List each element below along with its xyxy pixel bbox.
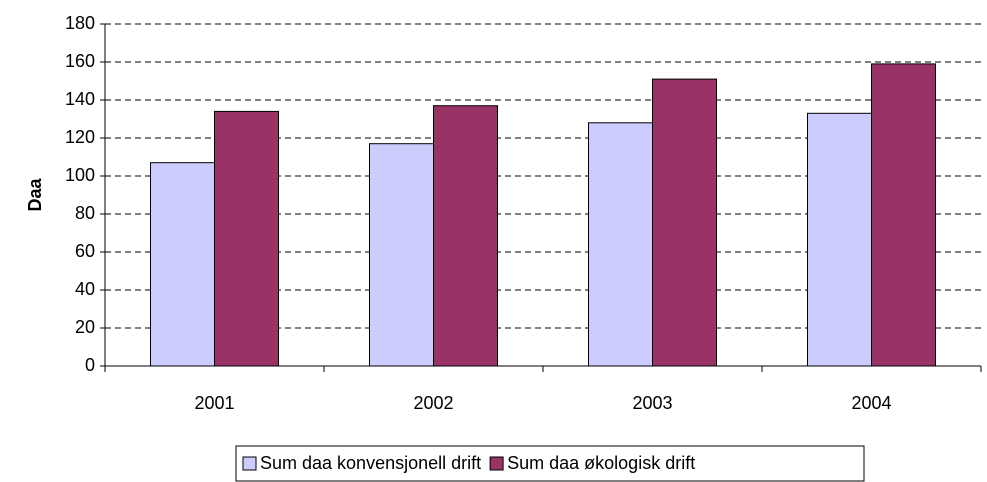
y-tick-label: 180 bbox=[65, 13, 95, 33]
bar bbox=[807, 112, 872, 367]
legend-swatch bbox=[242, 456, 257, 471]
y-tick-label: 140 bbox=[65, 89, 95, 109]
y-tick-label: 120 bbox=[65, 127, 95, 147]
bar bbox=[214, 110, 279, 367]
y-tick-label: 40 bbox=[75, 279, 95, 299]
legend-label: Sum daa økologisk drift bbox=[507, 453, 695, 473]
x-tick-label: 2001 bbox=[194, 393, 234, 413]
bar bbox=[871, 63, 936, 367]
legend-label: Sum daa konvensjonell drift bbox=[260, 453, 481, 473]
x-tick-label: 2002 bbox=[413, 393, 453, 413]
x-tick-label: 2003 bbox=[632, 393, 672, 413]
bar bbox=[369, 143, 434, 367]
y-tick-label: 60 bbox=[75, 241, 95, 261]
y-tick-label: 0 bbox=[85, 355, 95, 375]
x-tick-label: 2004 bbox=[851, 393, 891, 413]
bar bbox=[588, 122, 653, 367]
legend-swatch bbox=[489, 456, 504, 471]
bar bbox=[150, 162, 215, 367]
y-tick-label: 100 bbox=[65, 165, 95, 185]
bar bbox=[652, 78, 717, 367]
y-tick-label: 80 bbox=[75, 203, 95, 223]
y-tick-label: 20 bbox=[75, 317, 95, 337]
bar bbox=[433, 105, 498, 367]
legend-box bbox=[235, 445, 865, 482]
y-tick-label: 160 bbox=[65, 51, 95, 71]
y-axis-label: Daa bbox=[25, 178, 45, 212]
